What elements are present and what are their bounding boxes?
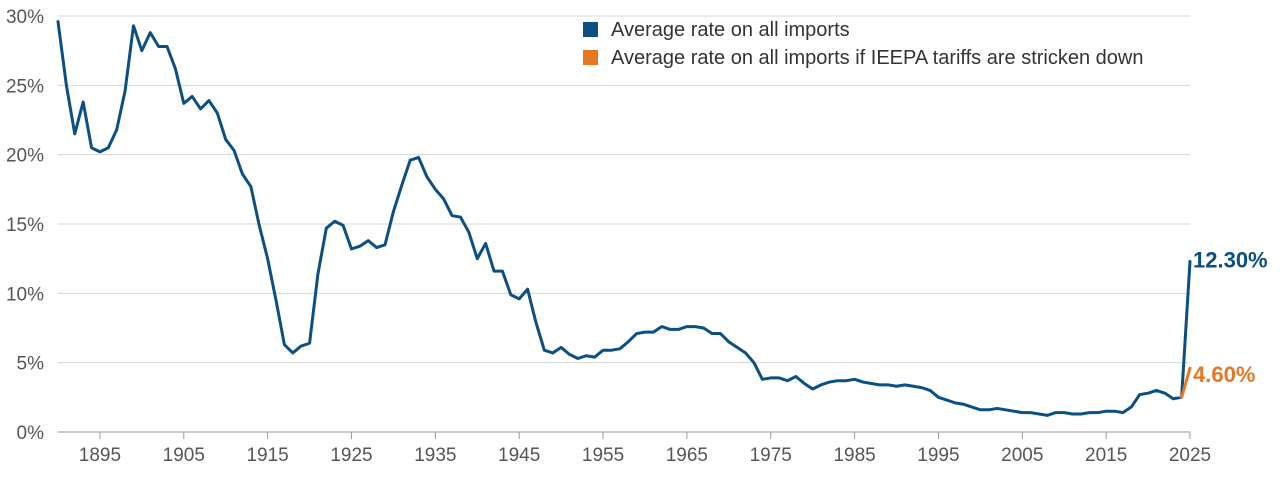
x-tick-label: 1895 xyxy=(79,445,121,466)
x-tick-label: 1975 xyxy=(750,445,792,466)
x-axis: 1895 1905 1915 1925 1935 1945 1955 1965 1975 1985… xyxy=(79,432,1211,466)
legend-swatch xyxy=(583,22,598,37)
x-tick-label: 1955 xyxy=(582,445,624,466)
x-tick-label: 1935 xyxy=(414,445,456,466)
y-gridlines xyxy=(58,15,1190,433)
x-tick-label: 1995 xyxy=(917,445,959,466)
legend: Average rate on all imports Average rate … xyxy=(583,19,1143,69)
y-tick-label: 0% xyxy=(17,423,45,444)
y-tick-label: 10% xyxy=(6,284,44,305)
end-value-label: 4.60% xyxy=(1193,362,1255,387)
legend-entry: Average rate on all imports if IEEPA tar… xyxy=(611,47,1143,69)
series-line-1 xyxy=(1180,366,1192,399)
x-tick-label: 1945 xyxy=(498,445,540,466)
y-tick-label: 20% xyxy=(6,146,44,167)
x-tick-label: 1985 xyxy=(833,445,875,466)
y-axis: 0% 5% 10% 15% 20% 25% 30% xyxy=(6,7,44,444)
x-tick-label: 1965 xyxy=(666,445,708,466)
x-tick-label: 2015 xyxy=(1085,445,1127,466)
x-tick-label: 2025 xyxy=(1169,445,1211,466)
x-tick-label: 1915 xyxy=(246,445,288,466)
legend-entry: Average rate on all imports xyxy=(611,19,850,41)
y-tick-label: 5% xyxy=(17,354,45,375)
x-tick-label: 1905 xyxy=(163,445,205,466)
x-tick-label: 1925 xyxy=(330,445,372,466)
legend-swatch xyxy=(583,50,598,65)
end-labels: 12.30% 4.60% xyxy=(1193,247,1268,387)
y-tick-label: 15% xyxy=(6,215,44,236)
end-value-label: 12.30% xyxy=(1193,247,1268,272)
x-tick-label: 2005 xyxy=(1001,445,1043,466)
y-tick-label: 25% xyxy=(6,76,44,97)
y-tick-label: 30% xyxy=(6,7,44,28)
series-line-0 xyxy=(56,20,1192,417)
series-layer xyxy=(56,20,1192,417)
